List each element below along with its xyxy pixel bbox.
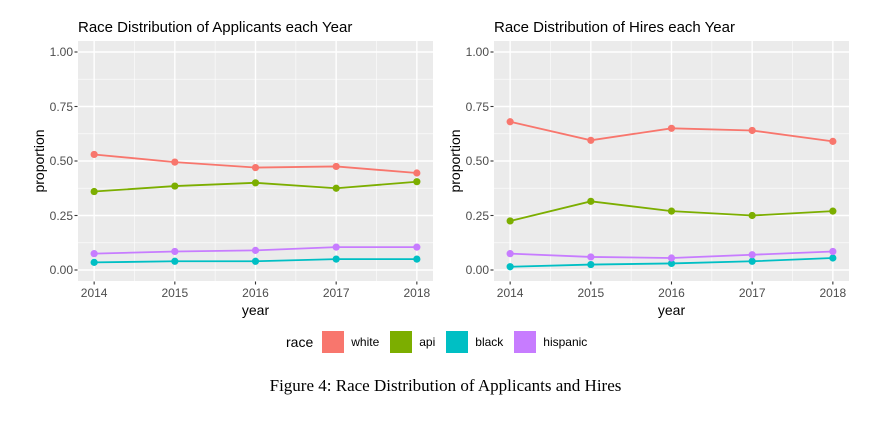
data-point-hispanic [90, 250, 98, 258]
legend-swatch-black [446, 331, 469, 353]
y-tick-label: 0.75 [465, 99, 489, 114]
data-point-api [667, 207, 676, 215]
x-tick-label: 2017 [322, 286, 350, 300]
chart-applicants: Race Distribution of Applicants each Yea… [0, 0, 445, 320]
chart-hires: Race Distribution of Hires each Year prop… [445, 0, 891, 320]
chart-canvas [490, 41, 849, 285]
data-point-api [829, 207, 837, 215]
data-point-white [587, 136, 595, 144]
x-axis-label: year [657, 302, 686, 318]
chart-title: Race Distribution of Applicants each Yea… [78, 19, 353, 36]
data-point-black [171, 257, 179, 265]
data-point-api [506, 217, 514, 225]
data-point-black [90, 258, 98, 266]
data-point-hispanic [332, 243, 340, 251]
data-point-black [413, 255, 421, 263]
data-point-white [251, 163, 260, 172]
y-tick-label: 0.25 [49, 208, 73, 223]
x-tick-label: 2014 [80, 286, 108, 300]
chart-canvas [74, 41, 433, 285]
legend-item-hispanic: hispanic [514, 331, 587, 353]
data-point-hispanic [171, 247, 179, 256]
legend-item-label: black [475, 335, 504, 349]
legend-item-label: white [351, 335, 380, 349]
data-point-white [171, 158, 179, 166]
y-tick-label: 1.00 [49, 45, 73, 59]
x-axis-label: year [241, 302, 270, 318]
legend-swatch-api [390, 331, 413, 353]
data-point-black [667, 259, 676, 268]
legend-item-white: white [322, 331, 379, 353]
data-point-white [413, 169, 421, 177]
data-point-hispanic [587, 253, 595, 261]
data-point-hispanic [748, 251, 756, 259]
data-point-white [332, 162, 340, 171]
data-point-hispanic [251, 246, 260, 254]
x-tick-label: 2015 [161, 286, 189, 300]
figure-caption: Figure 4: Race Distribution of Applicant… [269, 376, 622, 395]
data-point-api [332, 184, 340, 192]
y-tick-label: 0.50 [465, 154, 489, 168]
data-point-white [90, 150, 98, 159]
data-point-api [748, 211, 756, 220]
data-point-hispanic [829, 247, 837, 256]
y-tick-label: 1.00 [465, 45, 489, 59]
data-point-api [587, 197, 595, 205]
legend-item-black: black [446, 331, 503, 353]
x-tick-label: 2018 [403, 286, 431, 300]
data-point-api [251, 179, 260, 187]
data-point-white [667, 124, 676, 132]
x-tick-label: 2016 [658, 286, 685, 300]
data-point-black [332, 255, 340, 263]
data-point-black [587, 260, 595, 269]
y-tick-label: 0.00 [49, 263, 73, 277]
y-tick-label: 0.75 [49, 99, 73, 114]
y-tick-label: 0.25 [465, 208, 489, 223]
data-point-white [748, 126, 756, 135]
x-tick-label: 2016 [242, 286, 269, 300]
legend: race white api black hispanic [286, 330, 598, 354]
data-point-api [413, 178, 421, 186]
data-point-hispanic [667, 254, 676, 262]
x-tick-label: 2014 [496, 286, 524, 300]
legend-swatch-hispanic [514, 331, 537, 353]
legend-item-label: hispanic [543, 335, 588, 349]
x-tick-label: 2018 [819, 286, 847, 300]
data-point-api [90, 187, 98, 196]
legend-title: race [286, 334, 314, 350]
y-tick-label: 0.00 [465, 263, 489, 277]
data-point-black [251, 257, 260, 265]
data-point-black [506, 263, 514, 271]
chart-title: Race Distribution of Hires each Year [494, 19, 735, 36]
legend-swatch-white [322, 331, 345, 353]
x-tick-label: 2017 [738, 286, 766, 300]
legend-item-api: api [390, 331, 435, 353]
data-point-black [748, 257, 756, 265]
data-point-api [171, 182, 179, 190]
data-point-hispanic [413, 243, 421, 251]
legend-item-label: api [419, 335, 436, 349]
y-tick-label: 0.50 [49, 154, 73, 168]
data-point-hispanic [506, 250, 514, 258]
x-tick-label: 2015 [577, 286, 605, 300]
data-point-white [829, 137, 837, 145]
data-point-white [506, 118, 514, 126]
data-point-black [829, 254, 837, 262]
